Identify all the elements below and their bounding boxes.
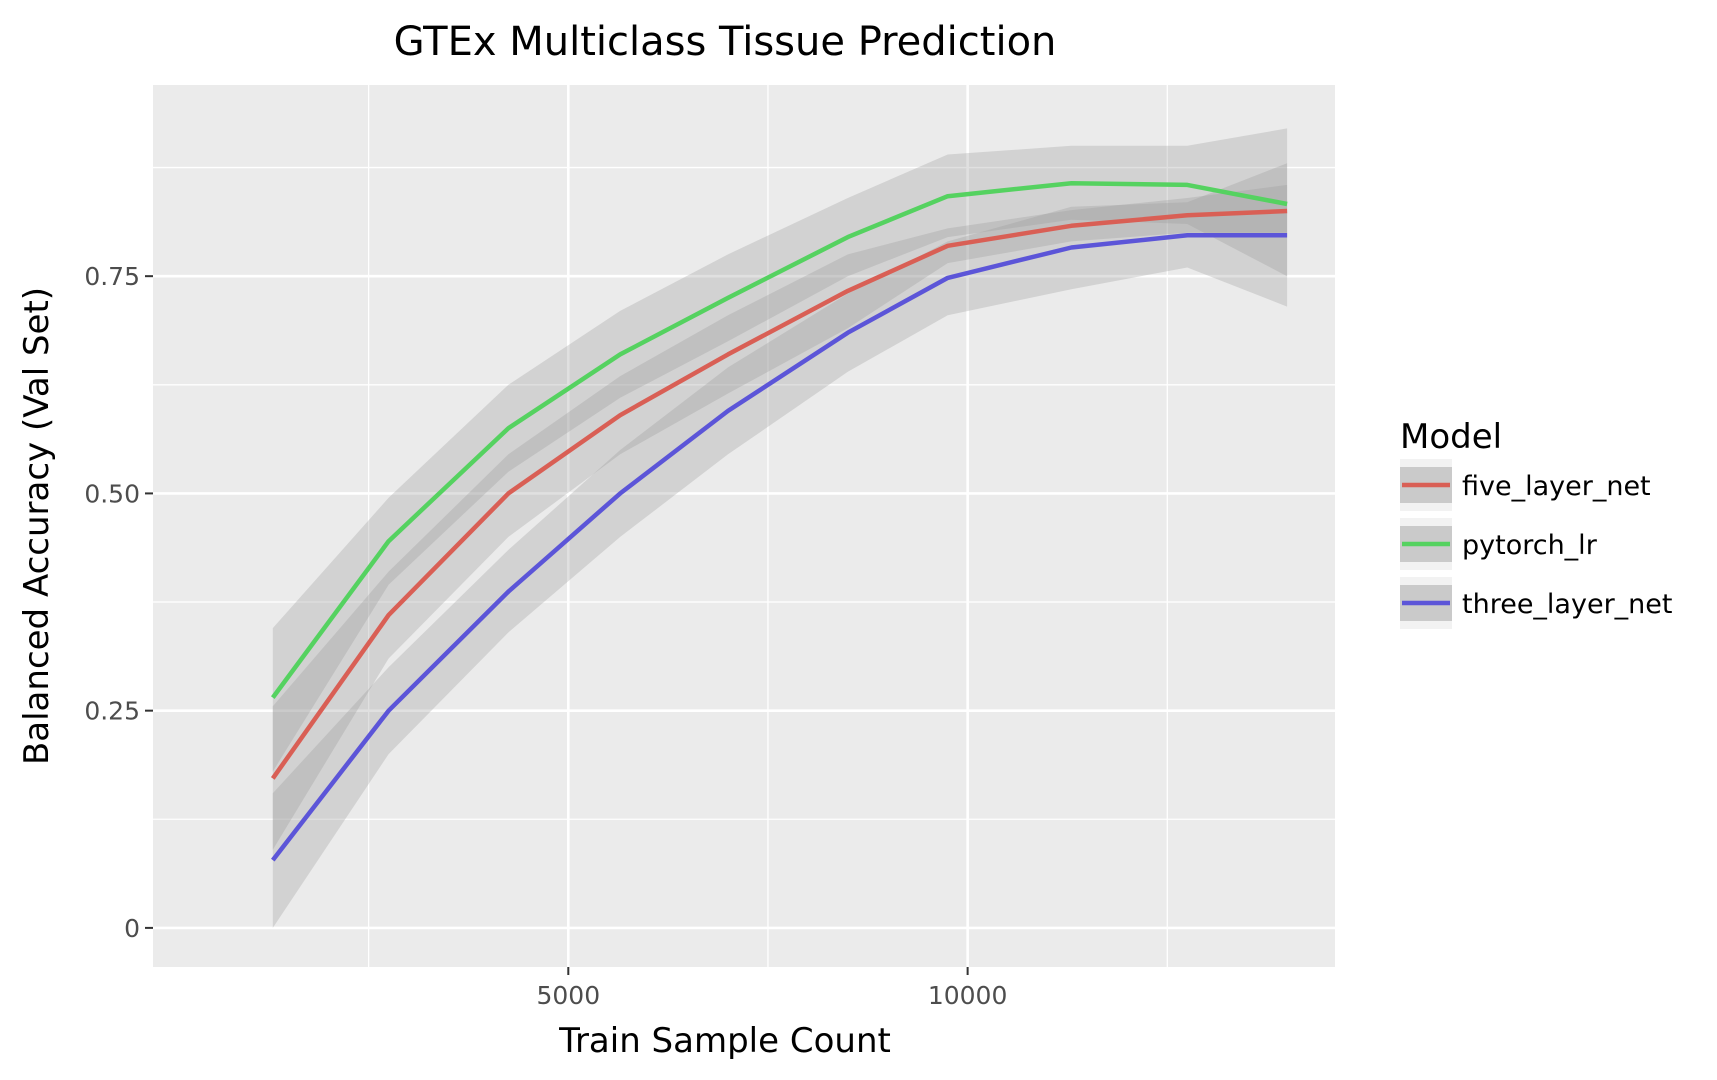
legend-item: three_layer_net	[1400, 577, 1672, 629]
band-three_layer_net	[272, 163, 1288, 928]
series-lines	[270, 180, 1288, 862]
legend-item: pytorch_lr	[1400, 518, 1598, 570]
legend-label: three_layer_net	[1462, 589, 1672, 620]
plot-panel	[153, 85, 1335, 967]
y-tick-label: 0.50	[84, 479, 140, 508]
y-tick-label: 0	[124, 914, 140, 943]
band-pytorch_lr	[272, 128, 1288, 772]
legend-label: five_layer_net	[1462, 471, 1651, 502]
axis-ticks: 5000 10000 0 0.25 0.50 0.75	[84, 262, 1007, 1010]
line-three_layer_net	[271, 233, 1288, 862]
legend-title: Model	[1400, 417, 1502, 457]
line-five_layer_net	[270, 208, 1288, 780]
line-pytorch_lr	[270, 180, 1288, 699]
x-tick-label: 10000	[928, 981, 1008, 1010]
x-tick-label: 5000	[536, 981, 600, 1010]
y-tick-label: 0.75	[84, 262, 140, 291]
grid	[153, 85, 1335, 967]
y-axis-title: Balanced Accuracy (Val Set)	[17, 287, 57, 765]
legend: Model five_layer_net pytorch_lr three_laye…	[1400, 417, 1672, 629]
band-five_layer_net	[272, 184, 1288, 850]
x-axis-title: Train Sample Count	[558, 1021, 891, 1061]
legend-label: pytorch_lr	[1462, 530, 1598, 561]
confidence-bands	[272, 128, 1288, 928]
y-tick-label: 0.25	[84, 697, 140, 726]
legend-item: five_layer_net	[1400, 459, 1651, 511]
chart-title: GTEx Multiclass Tissue Prediction	[394, 19, 1057, 65]
